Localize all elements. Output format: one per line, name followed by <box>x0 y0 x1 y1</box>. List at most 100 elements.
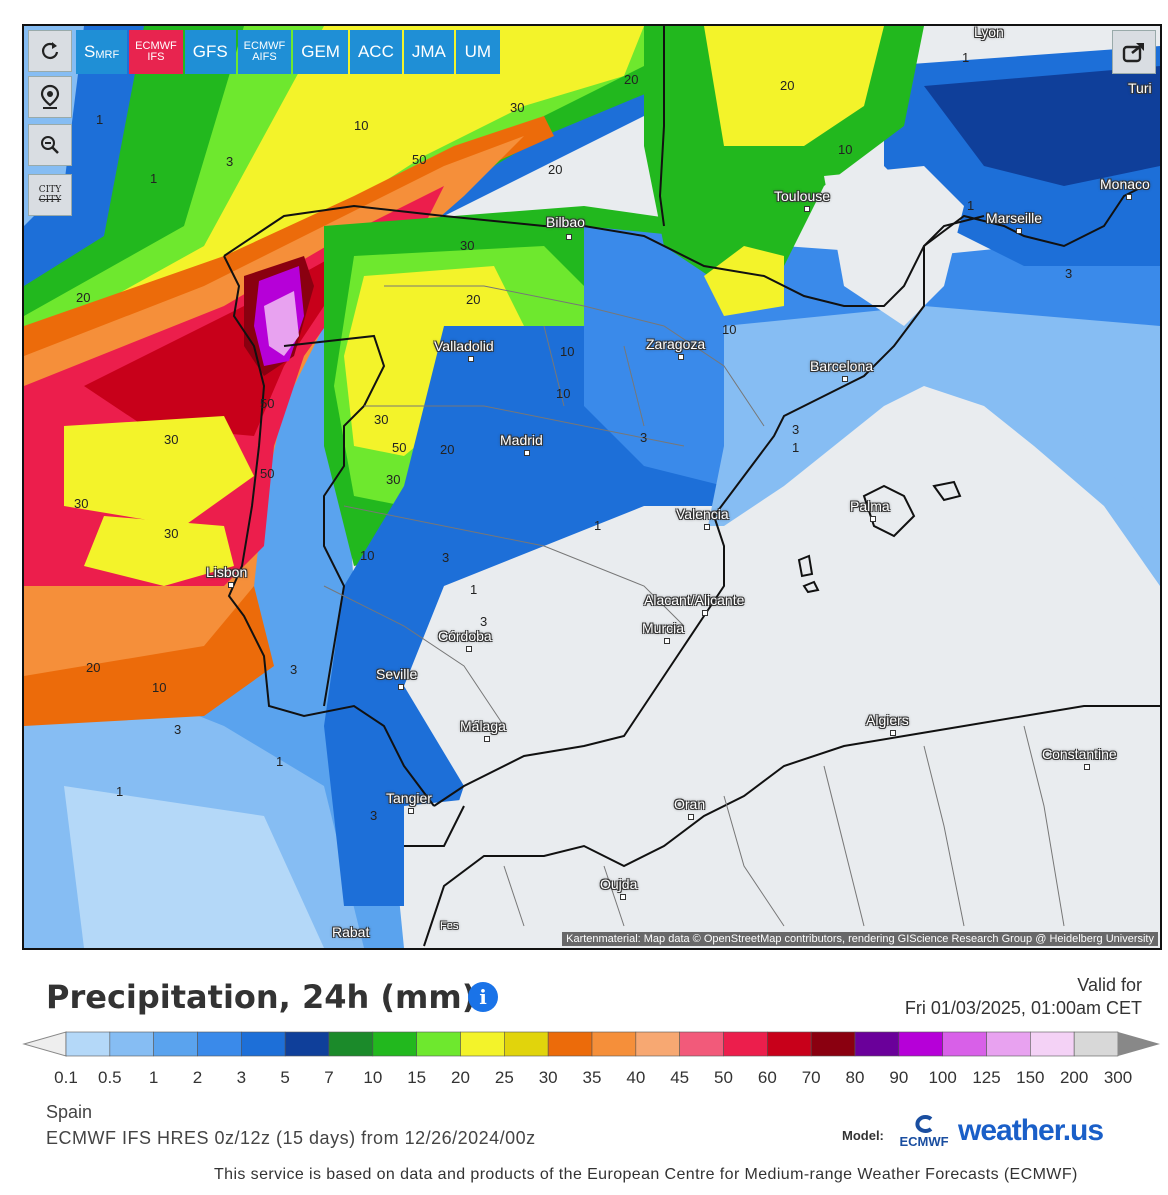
tab-um[interactable]: UM <box>455 30 500 74</box>
city-dot <box>704 524 710 530</box>
city-label-bilbao: Bilbao <box>546 214 585 230</box>
contour-label: 10 <box>360 548 375 563</box>
contour-label: 20 <box>548 162 563 177</box>
scale-tick-label: 70 <box>801 1068 821 1087</box>
scale-swatch <box>1030 1031 1075 1057</box>
tab-ecmwf-aifs[interactable]: ECMWF AIFS <box>237 30 292 74</box>
city-dot <box>524 450 530 456</box>
contour-label: 30 <box>164 432 179 447</box>
city-label-malaga: Málaga <box>460 718 506 734</box>
scale-tick-label: 20 <box>451 1068 470 1087</box>
contour-label: 30 <box>386 472 401 487</box>
tab-gfs[interactable]: GFS <box>184 30 236 74</box>
scale-swatch <box>723 1031 768 1057</box>
contour-label: 3 <box>290 662 298 677</box>
ecmwf-mark-icon <box>915 1115 933 1133</box>
scale-tick-label: 0.5 <box>98 1068 122 1087</box>
contour-label: 30 <box>510 100 525 115</box>
scale-swatch <box>810 1031 856 1057</box>
city-label-barcelona: Barcelona <box>810 358 874 374</box>
scale-tick-label: 150 <box>1016 1068 1045 1087</box>
contour-label: 1 <box>792 440 800 455</box>
city-dot <box>620 894 626 900</box>
contour-label: 50 <box>260 466 275 481</box>
contour-label: 20 <box>624 72 639 87</box>
contour-label: 1 <box>470 582 478 597</box>
ecmwf-logo-text: ECMWF <box>899 1134 949 1149</box>
scale-swatch <box>547 1031 593 1057</box>
location-button[interactable] <box>28 76 72 118</box>
city-label-madrid: Madrid <box>500 432 543 448</box>
scale-swatch <box>65 1031 111 1057</box>
scale-tick-label: 100 <box>928 1068 957 1087</box>
scale-swatch <box>679 1031 724 1057</box>
contour-label: 10 <box>556 386 571 401</box>
scale-tick-label: 50 <box>714 1068 733 1087</box>
city-label-lyon: Lyon <box>974 24 1004 40</box>
tab-gem[interactable]: GEM <box>293 30 348 74</box>
contour-label: 3 <box>1065 266 1073 281</box>
share-button[interactable] <box>1112 30 1156 74</box>
city-label-valencia: Valencia <box>676 506 729 522</box>
city-label-tangier: Tangier <box>386 790 432 806</box>
contour-label: 10 <box>722 322 737 337</box>
contour-label: 1 <box>967 198 975 213</box>
city-dot <box>688 814 694 820</box>
city-dot <box>664 638 670 644</box>
tab-acc[interactable]: ACC <box>349 30 402 74</box>
tab-ecmwf-aifs-line1: ECMWF <box>243 40 286 52</box>
refresh-button[interactable] <box>28 30 72 72</box>
city-dot <box>678 354 684 360</box>
contour-label: 30 <box>374 412 389 427</box>
precipitation-map[interactable]: 1 3 1 10 30 50 20 20 10 20 30 20 10 10 1… <box>22 24 1162 950</box>
scale-swatch <box>109 1031 154 1057</box>
tab-smrf[interactable]: S MRF <box>76 30 128 74</box>
contour-label: 20 <box>466 292 481 307</box>
tab-ecmwf-ifs-line2: IFS <box>147 51 165 63</box>
scale-tick-label: 40 <box>626 1068 646 1087</box>
scale-swatch <box>1073 1031 1119 1057</box>
scale-tick-label: 60 <box>757 1068 777 1087</box>
info-icon[interactable]: i <box>468 982 498 1012</box>
city-toggle-button[interactable]: CITY CITY <box>28 174 72 216</box>
city-label-fes: Fes <box>440 920 459 932</box>
scale-swatch <box>854 1031 900 1057</box>
city-dot <box>398 684 404 690</box>
contour-label: 3 <box>640 430 648 445</box>
contour-label: 1 <box>962 50 970 65</box>
map-canvas[interactable] <box>24 26 1160 948</box>
contour-label: 10 <box>354 118 369 133</box>
scale-swatch <box>328 1031 374 1057</box>
tab-smrf-main: S <box>84 42 96 61</box>
contour-label: 30 <box>74 496 89 511</box>
scale-tick-label: 125 <box>972 1068 1001 1087</box>
city-dot <box>484 736 490 742</box>
zoom-out-icon <box>41 136 59 154</box>
contour-label: 10 <box>560 344 575 359</box>
scale-swatch <box>241 1031 286 1057</box>
tab-jma[interactable]: JMA <box>403 30 454 74</box>
contour-label: 3 <box>480 614 488 629</box>
contour-label: 10 <box>152 680 167 695</box>
scale-tick-label: 80 <box>845 1068 865 1087</box>
zoom-out-button[interactable] <box>28 124 72 166</box>
ecmwf-logo: ECMWF <box>896 1115 952 1155</box>
map-attribution: Kartenmaterial: Map data © OpenStreetMap… <box>562 932 1158 946</box>
weatherus-logo: weather.us <box>958 1114 1104 1147</box>
city-dot <box>408 808 414 814</box>
tab-ecmwf-ifs[interactable]: ECMWF IFS <box>129 30 183 74</box>
contour-label: 1 <box>96 112 104 127</box>
scale-swatch <box>942 1031 987 1057</box>
city-label-alicante: Alacant/Alicante <box>644 592 745 608</box>
city-dot <box>1126 194 1132 200</box>
contour-label: 1 <box>116 784 124 799</box>
city-dot <box>466 646 472 652</box>
city-label-turin: Turi <box>1128 80 1152 96</box>
city-dot <box>566 234 572 240</box>
contour-label: 30 <box>460 238 475 253</box>
city-label-constantine: Constantine <box>1042 746 1117 762</box>
city-label-rabat: Rabat <box>332 924 370 940</box>
city-label-lisbon: Lisbon <box>206 564 248 580</box>
city-label-algiers: Algiers <box>866 712 909 728</box>
city-dot <box>842 376 848 382</box>
